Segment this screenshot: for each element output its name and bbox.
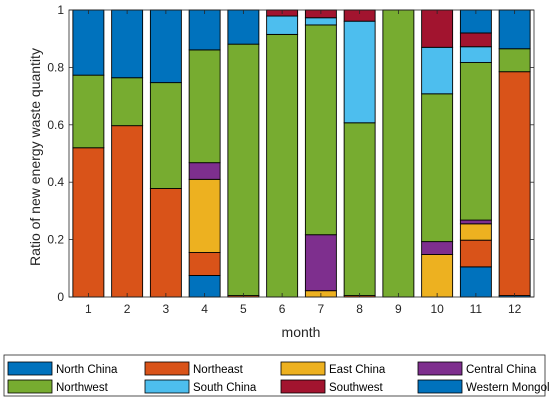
axes [68, 9, 535, 298]
legend-label: East China [329, 364, 386, 376]
bar-segment [498, 71, 531, 297]
x-tick-label: 10 [430, 302, 444, 316]
bar-segment [498, 9, 531, 50]
y-tick-label: 0 [57, 290, 64, 304]
x-tick-label: 11 [470, 302, 483, 316]
axes-box [68, 9, 535, 298]
bar-segment [111, 9, 144, 79]
plot-background [69, 10, 534, 297]
y-tick-label: 0.6 [47, 118, 64, 132]
bar-segment [421, 46, 454, 95]
bar-segment [343, 122, 376, 297]
y-axis-label: Ratio of new energy waste quantity [27, 48, 43, 266]
legend-swatch [144, 361, 190, 376]
bar-segment [498, 48, 531, 73]
y-tick-label: 0.8 [47, 60, 64, 74]
bar-segment [304, 24, 337, 236]
bar-segment [227, 9, 260, 45]
legend-swatch [144, 379, 190, 394]
legend-label: Northeast [193, 364, 244, 376]
x-tick-label: 5 [240, 302, 247, 316]
x-tick-label: 8 [356, 302, 363, 316]
y-tick-label: 0.4 [47, 175, 64, 189]
legend-swatch [7, 361, 53, 376]
bar-segment [459, 223, 492, 241]
bar-segment [227, 43, 260, 297]
x-tick-label: 3 [163, 302, 170, 316]
bar-segment [266, 33, 299, 298]
bar-segment [149, 82, 182, 189]
x-tick-label: 6 [279, 302, 286, 316]
bar-segment [382, 9, 415, 298]
legend-swatch [280, 379, 326, 394]
bar-segment [188, 9, 221, 51]
bar-segment [421, 9, 454, 48]
bar-segment [421, 254, 454, 298]
y-tick-label: 0.2 [47, 233, 64, 247]
legend-label: Central China [466, 364, 537, 376]
bar-segment [421, 93, 454, 243]
bar-segment [188, 252, 221, 276]
x-tick-label: 9 [395, 302, 402, 316]
legend: North China Northeast East China Central Ch… [3, 354, 550, 397]
legend-label: North China [56, 364, 118, 376]
bar-segment [72, 147, 105, 298]
legend-label: South China [193, 382, 257, 394]
bar-segment [421, 241, 454, 255]
bar-segment [72, 74, 105, 149]
bar-segment [459, 266, 492, 298]
plot-area [69, 10, 534, 297]
bar-segment [149, 188, 182, 298]
legend-label: Western Mongolia [466, 382, 550, 394]
bar-segment [304, 17, 337, 26]
legend-label: Southwest [329, 382, 384, 394]
bar-segment [459, 32, 492, 48]
bar-segment [188, 178, 221, 253]
bar-segment [188, 49, 221, 164]
x-tick-label: 2 [124, 302, 131, 316]
bar-segment [459, 62, 492, 221]
x-tick-label: 7 [318, 302, 325, 316]
legend-swatch [417, 361, 463, 376]
bar-segment [459, 46, 492, 63]
legend-swatch [417, 379, 463, 394]
legend-label: Northwest [56, 382, 109, 394]
bar-segment [304, 234, 337, 292]
x-tick-label: 4 [201, 302, 208, 316]
bar-segment [188, 162, 221, 180]
bar-segment [111, 77, 144, 127]
y-tick-label: 1 [57, 3, 64, 17]
bar-segment [343, 20, 376, 124]
bar-segment [459, 219, 492, 225]
x-tick-label: 1 [85, 302, 92, 316]
bar-segment [266, 15, 299, 35]
bar-segment [149, 9, 182, 84]
legend-swatch [7, 379, 53, 394]
tick-labels: 00.20.40.60.811 2 3 4 5 6 7 8 9 10 11 12 [47, 3, 534, 316]
bar-segment [459, 239, 492, 268]
legend-swatch [280, 361, 326, 376]
x-tick-label: 12 [508, 302, 522, 316]
x-axis-label: month [282, 324, 321, 340]
bar-segment [111, 125, 144, 298]
bar-segment [72, 9, 105, 76]
